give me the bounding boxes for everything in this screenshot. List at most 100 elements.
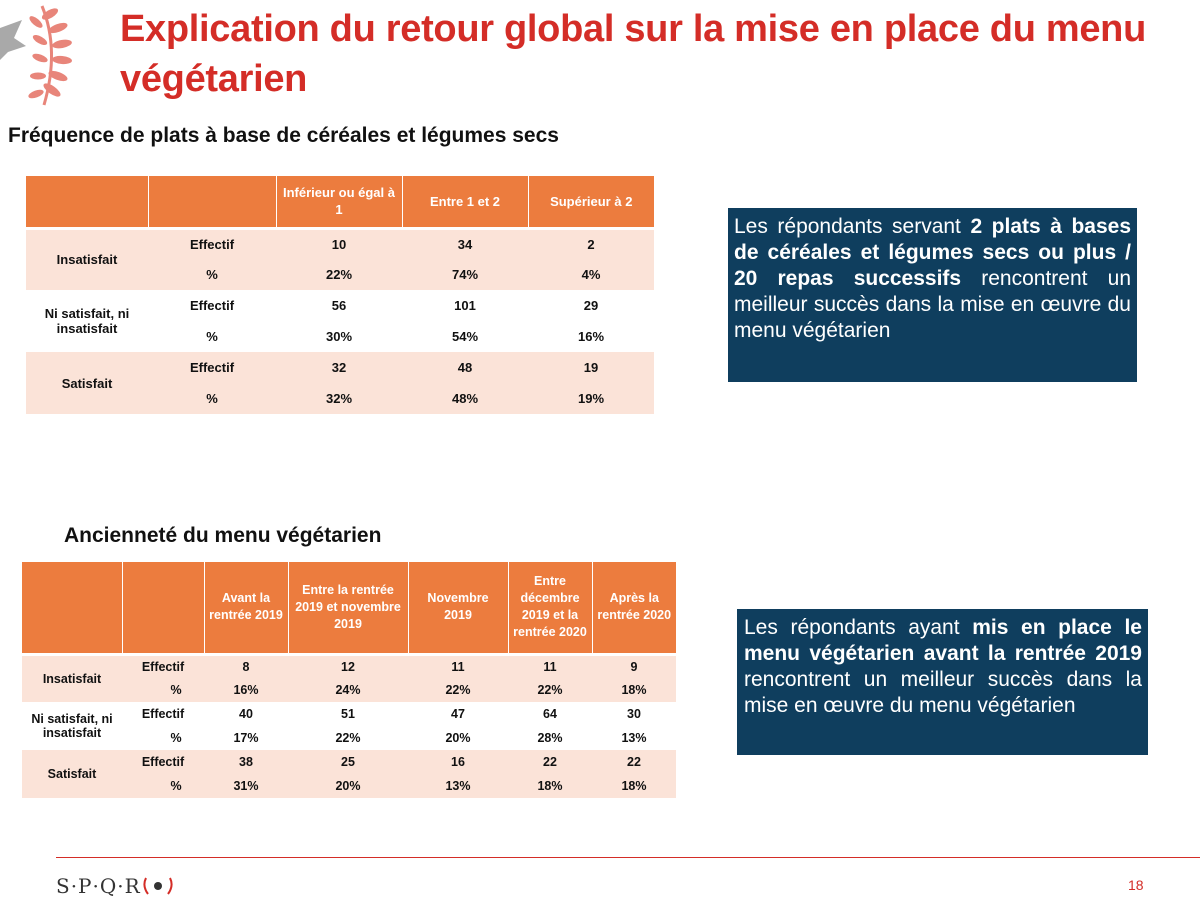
table-cell: 56: [276, 290, 402, 321]
table-cell: 12: [288, 654, 408, 678]
table-cell: 22%: [276, 259, 402, 290]
table-cell: 22: [508, 750, 592, 774]
table-cell: 16%: [528, 321, 654, 352]
table-header-row: Inférieur ou égal à 1 Entre 1 et 2 Supér…: [26, 176, 654, 228]
table-row: % 17% 22% 20% 28% 13%: [22, 726, 676, 750]
table-cell: 13%: [592, 726, 676, 750]
row-group-label: Satisfait: [26, 352, 148, 414]
table-cell: 40: [204, 702, 288, 726]
row-group-label: Ni satisfait, ni insatisfait: [22, 702, 122, 750]
table-row: % 16% 24% 22% 22% 18%: [22, 678, 676, 702]
table-cell: 24%: [288, 678, 408, 702]
table-cell: 20%: [408, 726, 508, 750]
table-cell: 22: [592, 750, 676, 774]
table-header-row: Avant la rentrée 2019 Entre la rentrée 2…: [22, 562, 676, 654]
table-row: % 31% 20% 13% 18% 18%: [22, 774, 676, 798]
footer-divider: [56, 857, 1200, 858]
table-cell: 11: [408, 654, 508, 678]
callout-seniority: Les répondants ayant mis en place le men…: [737, 609, 1148, 755]
measure-label: Effectif: [122, 654, 204, 678]
callout-text: rencontrent un meilleur succès dans la m…: [744, 668, 1142, 717]
measure-label: Effectif: [122, 750, 204, 774]
table-cell: 4%: [528, 259, 654, 290]
laurel-logo-icon: [0, 5, 72, 106]
table-row: % 30% 54% 16%: [26, 321, 654, 352]
table-cell: 18%: [508, 774, 592, 798]
table-row: Ni satisfait, ni insatisfait Effectif 40…: [22, 702, 676, 750]
column-header: Entre décembre 2019 et la rentrée 2020: [507, 562, 592, 654]
table-cell: 30: [592, 702, 676, 726]
table-cell: 32: [276, 352, 402, 383]
section1-heading: Fréquence de plats à base de céréales et…: [8, 124, 559, 147]
table-row: Satisfait Effectif 32 48 19: [26, 352, 654, 414]
measure-label: Effectif: [148, 290, 276, 321]
table-cell: 17%: [204, 726, 288, 750]
row-group-label: Insatisfait: [26, 228, 148, 290]
table-cell: 9: [592, 654, 676, 678]
table-cell: 32%: [276, 383, 402, 414]
table-cell: 11: [508, 654, 592, 678]
table-row: % 32% 48% 19%: [26, 383, 654, 414]
measure-label: Effectif: [122, 702, 204, 726]
table-cell: 74%: [402, 259, 528, 290]
table-cell: 29: [528, 290, 654, 321]
table-cell: 19%: [528, 383, 654, 414]
seniority-table: Avant la rentrée 2019 Entre la rentrée 2…: [22, 562, 676, 798]
column-header: Entre 1 et 2: [401, 176, 528, 228]
measure-label: Effectif: [148, 352, 276, 383]
column-header: Avant la rentrée 2019: [203, 562, 288, 654]
column-header: Supérieur à 2: [527, 176, 654, 228]
measure-label: %: [148, 259, 276, 290]
table-cell: 19: [528, 352, 654, 383]
table-cell: 31%: [204, 774, 288, 798]
table-row: Insatisfait Effectif 10 34 2: [26, 228, 654, 290]
table-cell: 38: [204, 750, 288, 774]
callout-text: Les répondants ayant: [744, 616, 973, 639]
table-row: Ni satisfait, ni insatisfait Effectif 56…: [26, 290, 654, 352]
table-header-blank: [147, 176, 276, 228]
table-cell: 48%: [402, 383, 528, 414]
table-cell: 48: [402, 352, 528, 383]
callout-text: rencontrent un meilleur succès dans la m…: [734, 267, 1131, 342]
table-cell: 22%: [408, 678, 508, 702]
table-cell: 51: [288, 702, 408, 726]
table-cell: 101: [402, 290, 528, 321]
table-cell: 25: [288, 750, 408, 774]
measure-label: %: [148, 321, 276, 352]
row-group-label: Satisfait: [22, 750, 122, 798]
callout-emphasis: 2 plats à bases de céréales et légumes s…: [734, 215, 1132, 290]
table-cell: 2: [528, 228, 654, 259]
table-header-blank: [121, 562, 204, 654]
column-header: Entre la rentrée 2019 et novembre 2019: [287, 562, 408, 654]
measure-label: %: [122, 774, 204, 798]
frequency-table: Inférieur ou égal à 1 Entre 1 et 2 Supér…: [26, 176, 654, 414]
footer-logo: S·P·Q·R: [56, 874, 141, 898]
table-cell: 54%: [402, 321, 528, 352]
table-cell: 18%: [592, 678, 676, 702]
laurel-emblem-icon: [143, 877, 173, 895]
table-cell: 30%: [276, 321, 402, 352]
table-cell: 18%: [592, 774, 676, 798]
table-row: % 22% 74% 4%: [26, 259, 654, 290]
table-cell: 8: [204, 654, 288, 678]
row-group-label: Insatisfait: [22, 654, 122, 702]
callout-text: Les répondants servant: [734, 215, 971, 238]
table-cell: 28%: [508, 726, 592, 750]
column-header: Inférieur ou égal à 1: [275, 176, 402, 228]
section2-heading: Ancienneté du menu végétarien: [64, 524, 382, 547]
callout-emphasis: mis en place le menu végétarien avant la…: [744, 616, 1142, 665]
callout-frequency: Les répondants servant 2 plats à bases d…: [728, 208, 1137, 382]
measure-label: %: [148, 383, 276, 414]
table-cell: 22%: [288, 726, 408, 750]
table-cell: 10: [276, 228, 402, 259]
table-cell: 16%: [204, 678, 288, 702]
table-cell: 64: [508, 702, 592, 726]
table-cell: 13%: [408, 774, 508, 798]
page-number: 18: [1128, 877, 1144, 893]
row-group-label: Ni satisfait, ni insatisfait: [26, 290, 148, 352]
column-header: Après la rentrée 2020: [591, 562, 676, 654]
table-row: Satisfait Effectif 38 25 16 22 22: [22, 750, 676, 798]
column-header: Novembre 2019: [407, 562, 508, 654]
table-row: Insatisfait Effectif 8 12 11 11 9: [22, 654, 676, 702]
table-header-blank: [22, 562, 122, 654]
